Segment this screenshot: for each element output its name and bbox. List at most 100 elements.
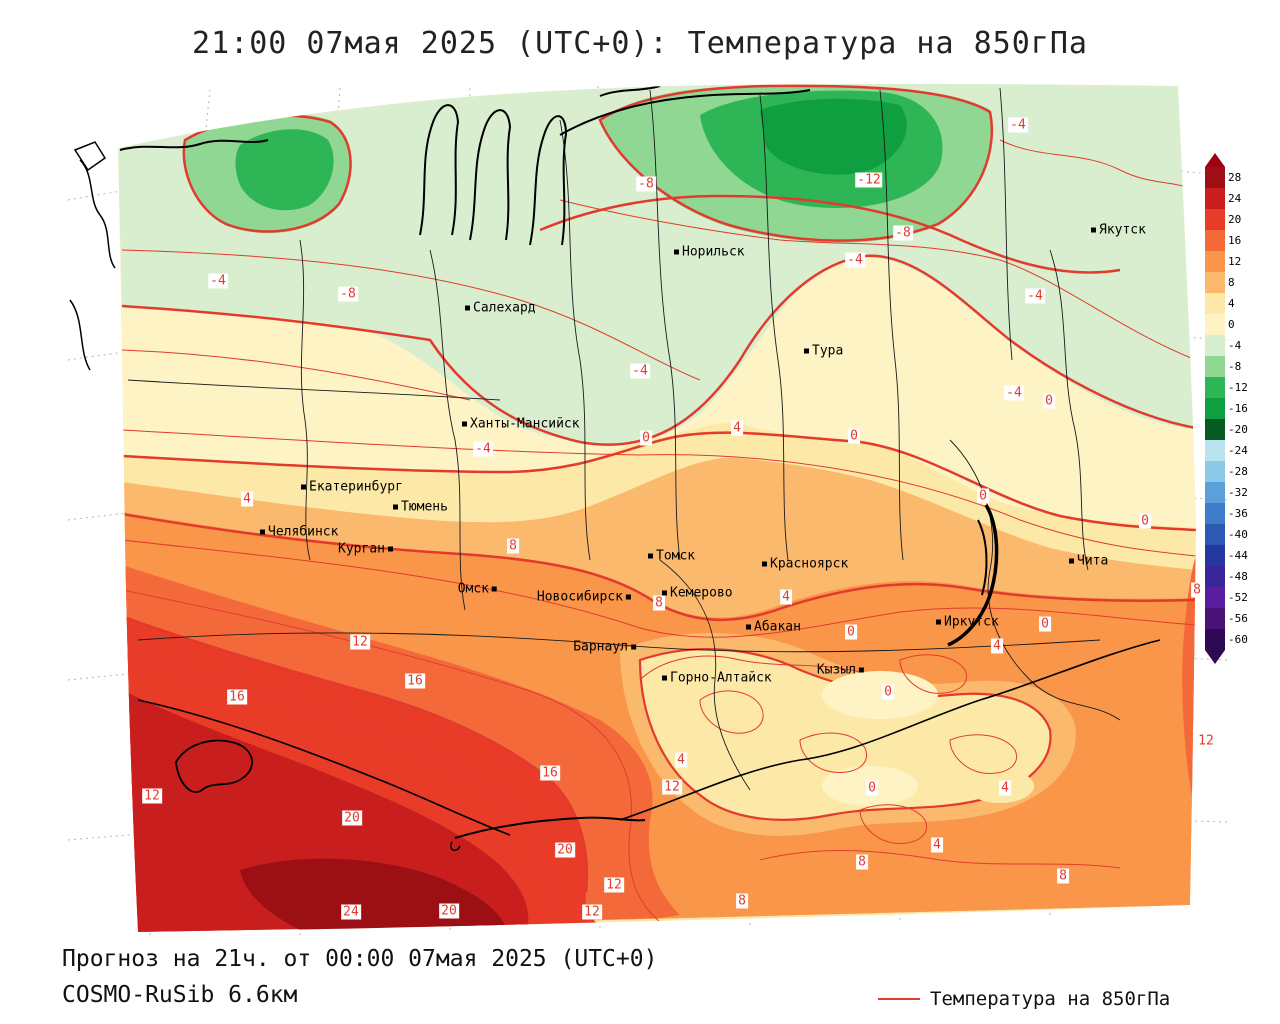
city-name-label: Екатеринбург [309,479,403,495]
city-marker: Томск [648,549,695,564]
contour-value-label: 16 [227,689,247,705]
colorbar-row: -40 [1205,524,1248,545]
colorbar-value-label: -56 [1228,612,1248,625]
city-marker: Кызыл [817,663,864,678]
contour-value-label: 8 [856,854,868,870]
contour-value-text: -12 [857,172,881,188]
colorbar-value-label: -12 [1228,381,1248,394]
contour-value-label: -4 [1008,117,1028,133]
contour-value-text: 12 [664,779,680,795]
colorbar-swatch [1205,566,1225,587]
contour-value-text: 0 [850,428,858,444]
contour-value-label: 8 [1057,868,1069,884]
colorbar-value-label: 12 [1228,255,1242,268]
city-name-label: Кызыл [816,662,856,678]
city-marker: Новосибирск [537,590,631,605]
colorbar-row: 8 [1205,272,1235,293]
colorbar-arrow-down-icon [1205,650,1225,664]
contour-value-label: 8 [653,595,665,611]
margin-coastline [69,141,116,371]
city-name-label: Тура [812,343,844,359]
colorbar-swatch [1205,608,1225,629]
colorbar-value-label: 20 [1228,213,1242,226]
colorbar-swatch [1205,272,1225,293]
city-marker: Ханты-Мансийск [462,417,580,432]
contour-value-label: 0 [845,624,857,640]
city-marker: Кемерово [662,586,733,601]
colorbar-swatch [1205,398,1225,419]
city-marker: Красноярск [762,557,848,572]
city-name-label: Иркутск [944,614,999,630]
colorbar-value-label: -52 [1228,591,1248,604]
city-dot-icon [462,421,467,427]
colorbar-swatch [1205,167,1225,188]
contour-value-text: 0 [847,624,855,640]
contour-value-label: -4 [1004,385,1024,401]
contour-value-text: -4 [1027,288,1043,304]
contour-value-text: 0 [868,780,876,796]
contour-value-text: 16 [229,689,245,705]
colorbar-swatch [1205,377,1225,398]
colorbar-swatch [1205,461,1225,482]
contour-value-text: 20 [557,842,573,858]
city-marker: Салехард [465,301,536,316]
contour-value-text: 16 [542,765,558,781]
colorbar-swatch [1205,503,1225,524]
contour-value-label: 12 [604,877,624,893]
colorbar-row: -44 [1205,545,1248,566]
contour-value-text: 12 [144,788,160,804]
contour-value-label: 0 [1043,393,1055,409]
contour-value-label: 20 [439,903,459,919]
contour-value-text: 0 [1041,616,1049,632]
city-dot-icon [626,594,631,600]
city-name-label: Омск [457,581,489,597]
contour-value-text: 0 [1141,513,1149,529]
city-name-label: Кемерово [670,585,733,601]
colorbar-value-label: 4 [1228,297,1235,310]
contour-value-text: -4 [210,273,226,289]
contour-value-label: 0 [1139,513,1151,529]
city-marker: Тюмень [393,500,448,515]
colorbar-value-label: 16 [1228,234,1242,247]
contour-value-text: 4 [733,420,741,436]
contour-value-label: 4 [731,420,743,436]
city-marker: Чита [1069,554,1108,569]
colorbar-row: -16 [1205,398,1248,419]
colorbar-row: -20 [1205,419,1248,440]
contour-value-text: -8 [638,176,654,192]
city-dot-icon [762,561,767,567]
colorbar-swatch [1205,293,1225,314]
temperature-colorbar: 28 24 20 16 12 8 4 0 [1205,153,1248,664]
colorbar-value-label: 0 [1228,318,1235,331]
colorbar-swatch [1205,587,1225,608]
legend-label: Температура на 850гПа [930,988,1171,1010]
contour-value-text: 8 [509,538,517,554]
contour-value-label: 8 [507,538,519,554]
colorbar-row: -32 [1205,482,1248,503]
colorbar-swatch [1205,545,1225,566]
contour-value-label: 16 [540,765,560,781]
lake-baikal-outline [947,504,999,647]
contour-value-text: 4 [677,752,685,768]
contour-value-label: 0 [882,684,894,700]
city-marker: Тура [804,344,843,359]
city-name-label: Салехард [473,300,536,316]
city-dot-icon [1069,558,1074,564]
contour-value-text: 12 [584,904,600,920]
colorbar-swatch [1205,629,1225,650]
contour-value-text: 8 [738,893,746,909]
colorbar-value-label: -16 [1228,402,1248,415]
city-dot-icon [936,619,941,625]
city-marker: Иркутск [936,615,999,630]
colorbar-swatch [1205,419,1225,440]
contour-value-label: -8 [338,286,358,302]
contour-value-label: 4 [241,491,253,507]
city-dot-icon [662,675,667,681]
colorbar-value-label: -32 [1228,486,1248,499]
colorbar-swatch [1205,314,1225,335]
city-name-label: Красноярск [770,556,849,572]
city-dot-icon [465,305,470,311]
colorbar-row: -4 [1205,335,1241,356]
city-name-label: Абакан [754,619,801,635]
